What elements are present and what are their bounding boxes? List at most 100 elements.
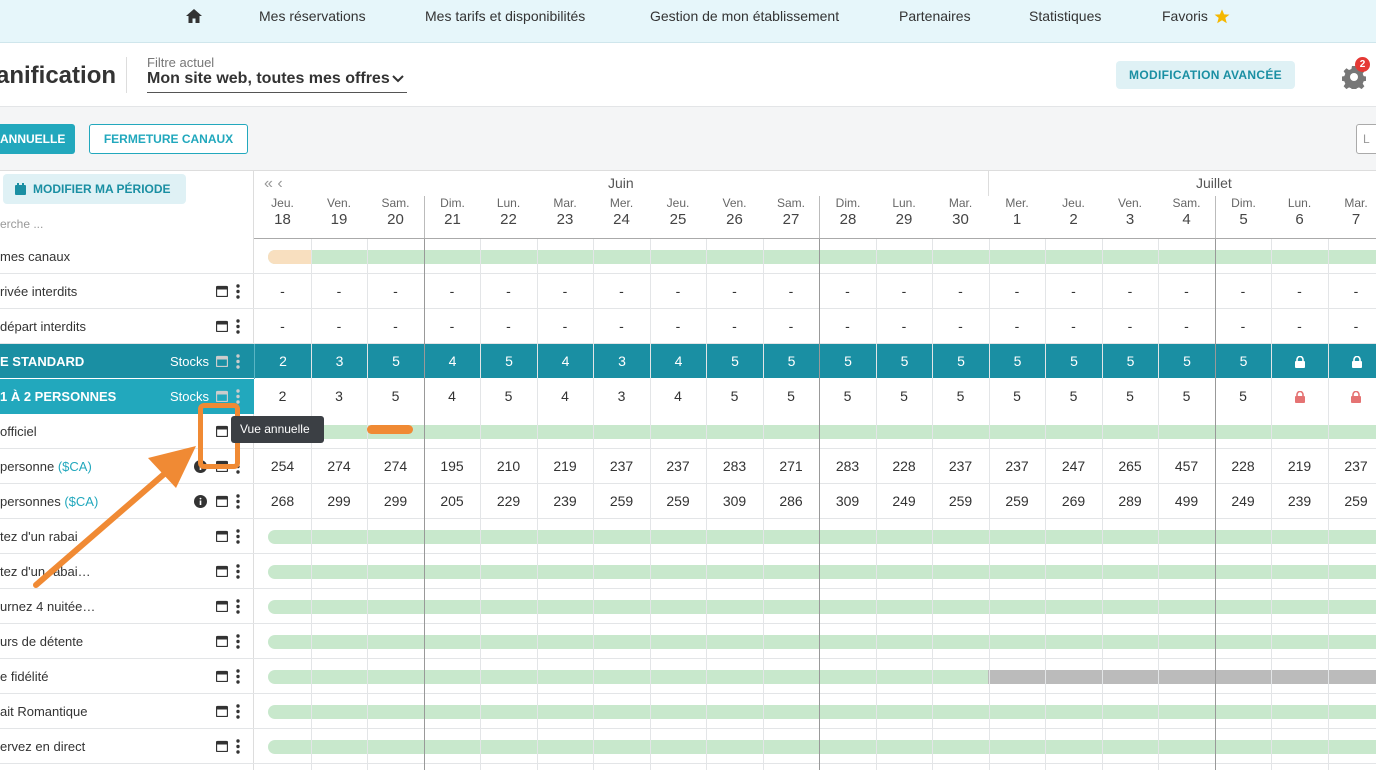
grid-cell[interactable]: 259 [609, 493, 634, 509]
grid-cell[interactable]: 3 [617, 388, 626, 404]
grid-cell[interactable]: 237 [1344, 458, 1368, 474]
modify-period-button[interactable]: MODIFIER MA PÉRIODE [3, 174, 186, 204]
grid-cell[interactable]: - [1184, 283, 1189, 299]
grid-cell[interactable]: 5 [875, 344, 933, 379]
grid-cell[interactable]: - [1240, 318, 1246, 334]
grid-cell[interactable]: 259 [1344, 493, 1368, 509]
grid-cell[interactable]: - [1071, 283, 1076, 299]
grid-cell[interactable]: 5 [988, 344, 1046, 379]
grid-cell[interactable]: 3 [335, 388, 343, 404]
grid-cell[interactable]: 5 [367, 344, 424, 379]
locked-cell[interactable] [1271, 379, 1328, 414]
more-options-icon[interactable] [236, 389, 240, 404]
availability-bar[interactable] [268, 635, 1376, 649]
more-options-icon[interactable] [236, 284, 240, 299]
nav-rates-availability[interactable]: Mes tarifs et disponibilités [425, 8, 586, 24]
grid-cell[interactable]: 2 [254, 344, 311, 379]
more-options-icon[interactable] [236, 739, 240, 754]
grid-cell[interactable]: - [732, 318, 737, 334]
grid-cell[interactable]: 3 [593, 344, 650, 379]
more-options-icon[interactable] [236, 599, 240, 614]
grid-cell[interactable]: 5 [1045, 344, 1102, 379]
grid-cell[interactable]: 5 [843, 388, 852, 404]
grid-cell[interactable]: 4 [536, 344, 594, 379]
grid-cell[interactable]: 283 [722, 458, 747, 474]
locked-cell[interactable] [1328, 379, 1376, 414]
star-icon[interactable] [1213, 8, 1231, 25]
search-input[interactable]: erche ... [0, 217, 44, 231]
grid-cell[interactable]: 247 [1061, 458, 1086, 474]
grid-cell[interactable]: 299 [327, 493, 351, 509]
grid-cell[interactable]: 5 [706, 344, 763, 379]
grid-cell[interactable]: 5 [819, 344, 876, 379]
grid-cell[interactable]: 237 [1005, 458, 1029, 474]
grid-cell[interactable]: 5 [900, 388, 908, 404]
availability-bar[interactable] [268, 705, 1376, 719]
calendar-icon[interactable] [216, 320, 228, 332]
grid-cell[interactable]: - [675, 283, 681, 299]
grid-cell[interactable]: - [336, 283, 342, 299]
grid-cell[interactable]: 5 [1126, 388, 1134, 404]
grid-cell[interactable]: 239 [553, 493, 577, 509]
grid-cell[interactable]: 5 [1214, 344, 1272, 379]
grid-cell[interactable]: 289 [1118, 493, 1142, 509]
grid-cell[interactable]: 5 [787, 388, 795, 404]
more-options-icon[interactable] [236, 494, 240, 509]
grid-cell[interactable]: 5 [391, 388, 400, 404]
availability-bar[interactable] [268, 425, 1376, 439]
grid-cell[interactable]: 2 [278, 388, 287, 404]
grid-cell[interactable]: 274 [383, 458, 408, 474]
grid-cell[interactable]: - [1297, 318, 1302, 334]
grid-cell[interactable]: 5 [1182, 388, 1191, 404]
availability-bar[interactable] [268, 600, 1376, 614]
grid-cell[interactable]: 4 [448, 388, 456, 404]
grid-cell[interactable]: 4 [649, 344, 707, 379]
more-options-icon[interactable] [236, 354, 240, 369]
grid-cell[interactable]: 5 [956, 388, 965, 404]
grid-cell[interactable]: - [449, 318, 455, 334]
calendar-icon[interactable] [216, 495, 228, 507]
grid-cell[interactable]: 499 [1174, 493, 1199, 509]
grid-cell[interactable]: 5 [1013, 388, 1021, 404]
grid-cell[interactable]: 299 [383, 493, 408, 509]
grid-cell[interactable]: 5 [504, 388, 513, 404]
grid-cell[interactable]: 237 [948, 458, 973, 474]
grid-cell[interactable]: - [788, 283, 794, 299]
more-options-icon[interactable] [236, 704, 240, 719]
grid-cell[interactable]: 259 [948, 493, 973, 509]
grid-cell[interactable]: 228 [1231, 458, 1255, 474]
grid-cell[interactable]: - [1353, 283, 1359, 299]
more-options-icon[interactable] [236, 669, 240, 684]
grid-cell[interactable]: 309 [835, 493, 860, 509]
grid-cell[interactable]: 4 [423, 344, 481, 379]
grid-cell[interactable]: - [393, 318, 398, 334]
calendar-icon[interactable] [216, 740, 228, 752]
grid-cell[interactable]: 228 [892, 458, 916, 474]
grid-cell[interactable]: 5 [1101, 344, 1159, 379]
grid-cell[interactable]: 271 [779, 458, 803, 474]
grid-cell[interactable]: 259 [666, 493, 690, 509]
calendar-icon[interactable] [216, 635, 228, 647]
calendar-icon[interactable] [216, 390, 228, 402]
nav-reservations[interactable]: Mes réservations [259, 8, 366, 24]
more-options-icon[interactable] [236, 634, 240, 649]
availability-bar[interactable] [268, 530, 1376, 544]
calendar-icon[interactable] [216, 705, 228, 717]
grid-cell[interactable]: 219 [1287, 458, 1312, 474]
grid-cell[interactable]: 283 [835, 458, 860, 474]
grid-cell[interactable]: - [280, 283, 285, 299]
grid-cell[interactable]: 5 [730, 388, 739, 404]
nav-statistics[interactable]: Statistiques [1029, 8, 1102, 24]
grid-cell[interactable]: 205 [440, 493, 464, 509]
grid-cell[interactable]: - [1240, 283, 1246, 299]
grid-cell[interactable]: 195 [440, 458, 464, 474]
grid-cell[interactable]: 309 [722, 493, 747, 509]
grid-cell[interactable]: 4 [561, 388, 569, 404]
previous-arrows-icon[interactable]: « ‹ [264, 175, 283, 192]
grid-cell[interactable]: - [449, 283, 455, 299]
grid-cell[interactable]: 254 [270, 458, 295, 474]
grid-cell[interactable]: - [506, 318, 511, 334]
grid-cell[interactable]: 286 [779, 493, 803, 509]
grid-cell[interactable]: 5 [1239, 388, 1247, 404]
grid-cell[interactable]: 219 [553, 458, 577, 474]
